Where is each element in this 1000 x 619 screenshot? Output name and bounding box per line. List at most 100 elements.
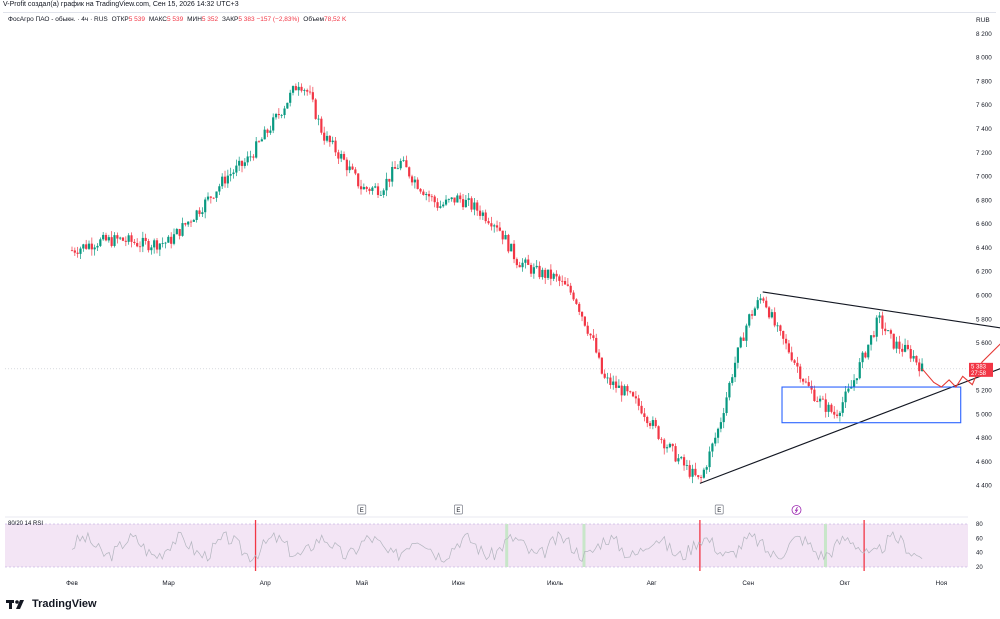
candle-body [119, 237, 122, 239]
candle-body [680, 457, 683, 459]
candle-body [405, 160, 408, 168]
candle-body [515, 259, 518, 266]
chart-credit: V-Profit создал(а) график на TradingView… [3, 1, 239, 8]
candle-body [408, 167, 411, 177]
last-price-label: 5 383 [971, 364, 987, 370]
price-tick-label: 6 400 [976, 245, 992, 252]
candle-body [592, 335, 595, 338]
price-tick-label: 5 000 [976, 411, 992, 418]
earnings-marker-label: E [456, 508, 460, 514]
high-label: МАКС [148, 16, 168, 23]
candle-body [821, 398, 825, 400]
rsi-line [71, 530, 923, 563]
projection-path [921, 343, 1000, 388]
triangle-upper-line [762, 291, 1000, 329]
candle-body [87, 243, 91, 249]
tradingview-logo-icon [6, 599, 24, 609]
candle-body [867, 344, 870, 358]
time-tick-label: Апр [260, 580, 272, 587]
candle-body [827, 404, 830, 412]
candle-body [303, 90, 306, 91]
candle-body [93, 247, 96, 250]
candle-layer [70, 82, 924, 484]
rsi-tick-label: 60 [976, 536, 983, 542]
candle-body [521, 262, 524, 268]
open-label: ОТКР [111, 16, 129, 23]
candle-body [784, 338, 788, 344]
candle-body [110, 237, 113, 246]
candle-body [362, 186, 365, 190]
candle-body [705, 467, 708, 470]
candle-body [694, 468, 697, 476]
candle-body [799, 366, 802, 379]
candle-body [603, 373, 606, 378]
symbol-name[interactable]: ФосАгро ПАО - обыкн. · 4ч · RUS [8, 16, 108, 23]
candle-body [847, 388, 850, 392]
candle-body [682, 457, 686, 466]
candle-body [498, 227, 501, 231]
candle-body [861, 352, 864, 363]
candle-body [762, 298, 765, 301]
candle-body [376, 186, 380, 196]
candle-body [549, 269, 552, 279]
candle-body [736, 347, 739, 363]
candle-body [532, 267, 535, 274]
candle-body [620, 385, 623, 396]
candle-body [484, 212, 487, 222]
candle-body [337, 152, 340, 159]
candle-body [85, 244, 88, 249]
candle-body [716, 428, 720, 438]
price-tick-label: 8 000 [976, 55, 992, 62]
candle-body [121, 237, 125, 241]
candle-body [138, 246, 142, 248]
candle-body [172, 234, 176, 244]
candle-body [884, 328, 887, 332]
candle-body [855, 378, 859, 381]
candle-body [660, 438, 663, 440]
candle-body [643, 413, 646, 418]
candle-body [342, 153, 346, 160]
price-tick-label: 7 000 [976, 174, 992, 181]
candle-body [478, 210, 482, 216]
candle-body [538, 265, 541, 278]
candle-body [753, 308, 756, 316]
candle-body [393, 166, 397, 169]
candle-body [714, 437, 717, 444]
tradingview-footer: TradingView [6, 598, 97, 610]
candle-body [464, 199, 467, 208]
candle-body [665, 447, 669, 449]
price-tick-label: 7 600 [976, 102, 992, 109]
candle-body [745, 325, 748, 341]
earnings-marker-label: E [717, 508, 721, 514]
time-tick-label: Окт [839, 580, 850, 587]
price-tick-label: 7 200 [976, 150, 992, 157]
rsi-tick-label: 40 [976, 551, 983, 557]
earnings-marker-label: E [360, 508, 364, 514]
candle-body [892, 333, 895, 349]
candle-body [487, 221, 490, 224]
candle-body [906, 344, 910, 349]
candle-body [728, 382, 731, 398]
candle-body [269, 130, 272, 133]
candle-body [354, 169, 357, 174]
price-tick-label: 6 200 [976, 269, 992, 276]
close-label: ЗАКР [221, 16, 239, 23]
candle-body [461, 199, 465, 208]
candle-body [413, 179, 416, 183]
candle-body [552, 273, 555, 279]
candle-body [221, 176, 224, 187]
candle-body [858, 362, 861, 379]
candle-body [782, 331, 785, 339]
candle-body [481, 212, 484, 216]
candle-body [835, 414, 839, 416]
currency-label[interactable]: RUB [976, 17, 990, 24]
candle-body [490, 223, 493, 227]
time-tick-label: Май [356, 579, 369, 587]
candle-body [555, 273, 558, 277]
candle-body [127, 235, 130, 242]
candle-body [572, 292, 575, 300]
candle-body [708, 451, 711, 468]
time-tick-label: Сен [742, 580, 754, 587]
candle-body [869, 335, 873, 345]
